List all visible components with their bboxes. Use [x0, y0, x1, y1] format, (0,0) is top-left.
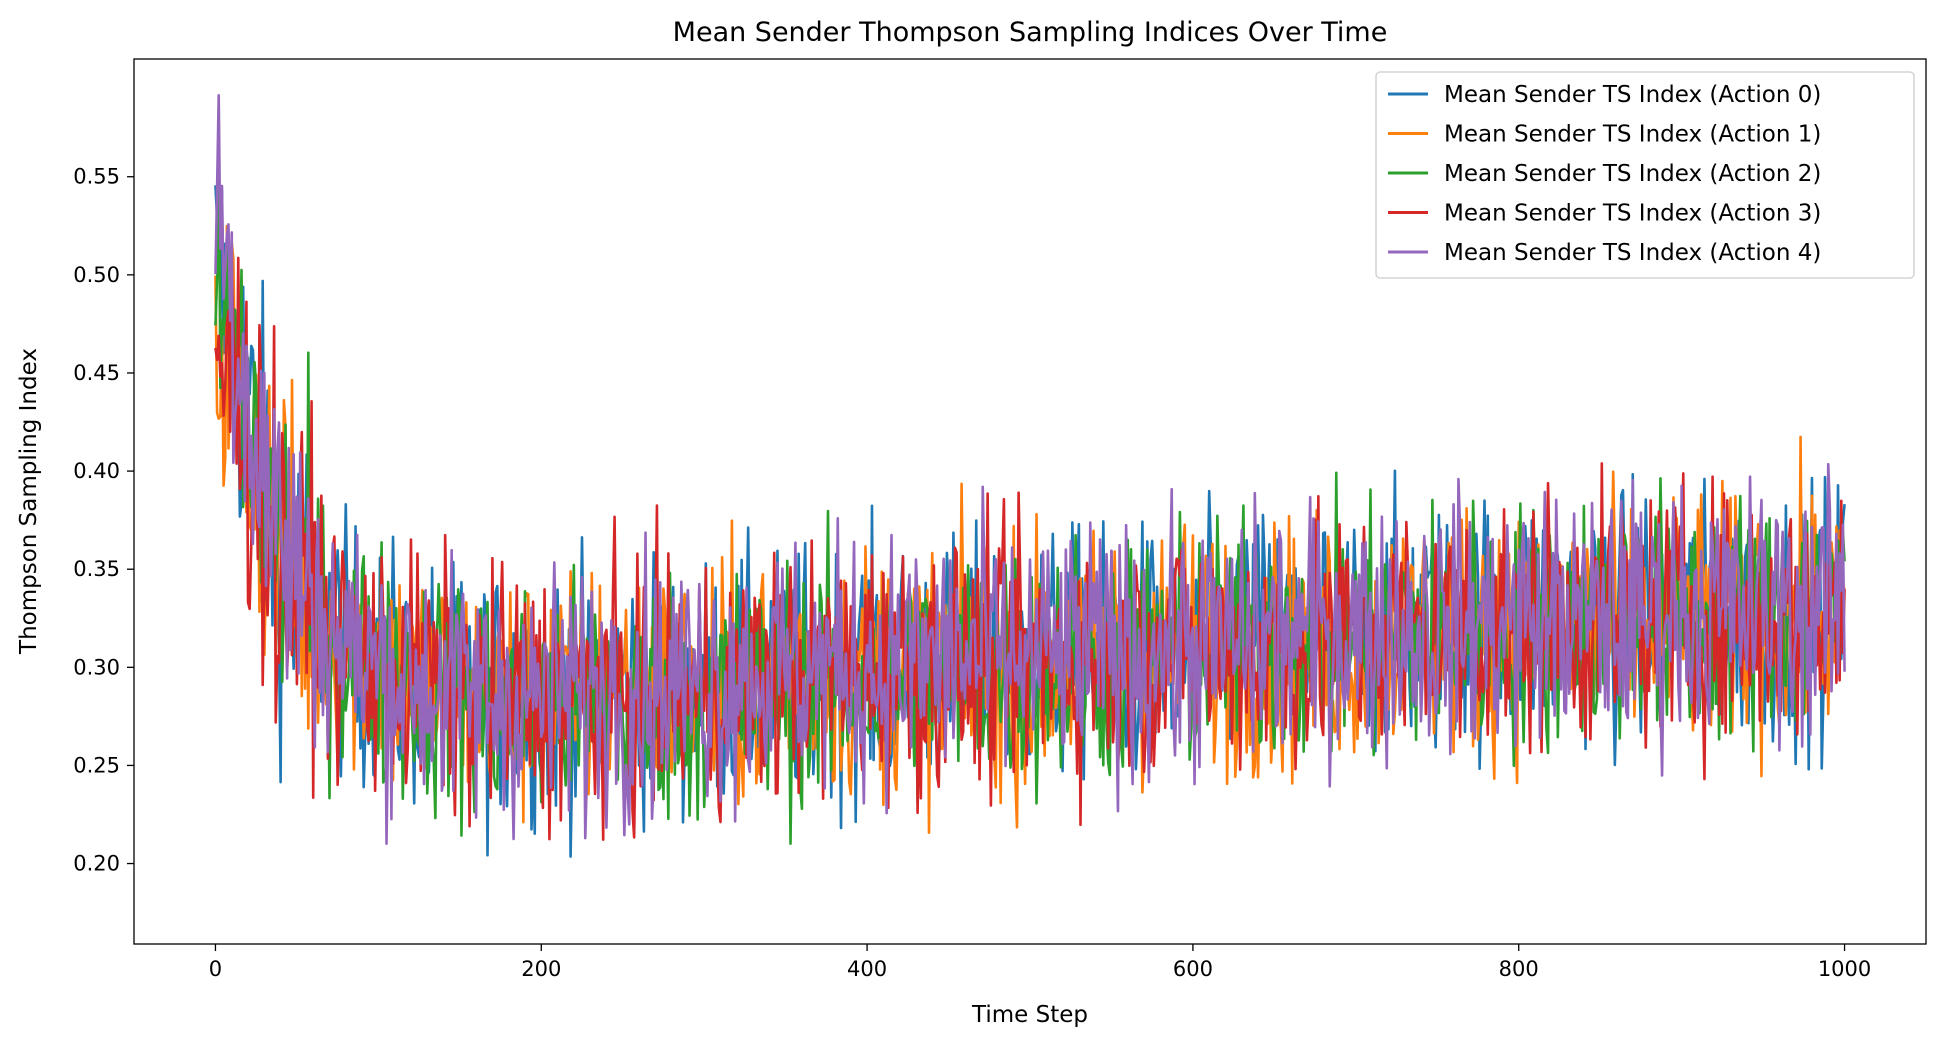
plot-frame	[133, 58, 1927, 945]
x-tick-label: 600	[1173, 957, 1213, 981]
y-tick-label: 0.45	[73, 361, 120, 385]
x-tick-label: 1000	[1818, 957, 1871, 981]
legend-label: Mean Sender TS Index (Action 0)	[1444, 82, 1821, 108]
y-tick-label: 0.20	[73, 852, 120, 876]
x-axis-label: Time Step	[971, 1002, 1088, 1028]
y-axis-label: Thompson Sampling Index	[16, 348, 42, 655]
legend-label: Mean Sender TS Index (Action 1)	[1444, 122, 1821, 148]
legend-box	[1375, 71, 1915, 279]
legend-label: Mean Sender TS Index (Action 4)	[1444, 240, 1821, 266]
x-tick-label: 200	[521, 957, 561, 981]
y-axis-ticks: 0.20 0.25 0.30 0.35 0.40 0.45 0.50 0.55	[73, 165, 134, 876]
legend-label: Mean Sender TS Index (Action 3)	[1444, 201, 1821, 227]
x-axis-ticks: 0 200 400 600 800 1000	[209, 944, 1871, 981]
x-tick-label: 0	[209, 957, 222, 981]
legend: Mean Sender TS Index (Action 0) Mean Send…	[1375, 71, 1915, 279]
y-tick-label: 0.35	[73, 557, 120, 581]
chart-title: Mean Sender Thompson Sampling Indices Ov…	[673, 17, 1388, 48]
y-tick-label: 0.50	[73, 263, 120, 287]
x-tick-label: 800	[1499, 957, 1539, 981]
y-tick-label: 0.25	[73, 753, 120, 777]
series-layer	[214, 93, 1846, 858]
y-tick-label: 0.30	[73, 655, 120, 679]
x-tick-label: 400	[847, 957, 887, 981]
legend-label: Mean Sender TS Index (Action 2)	[1444, 161, 1821, 187]
series-line-action-4	[214, 93, 1846, 845]
y-tick-label: 0.40	[73, 459, 120, 483]
y-tick-label: 0.55	[73, 165, 120, 189]
